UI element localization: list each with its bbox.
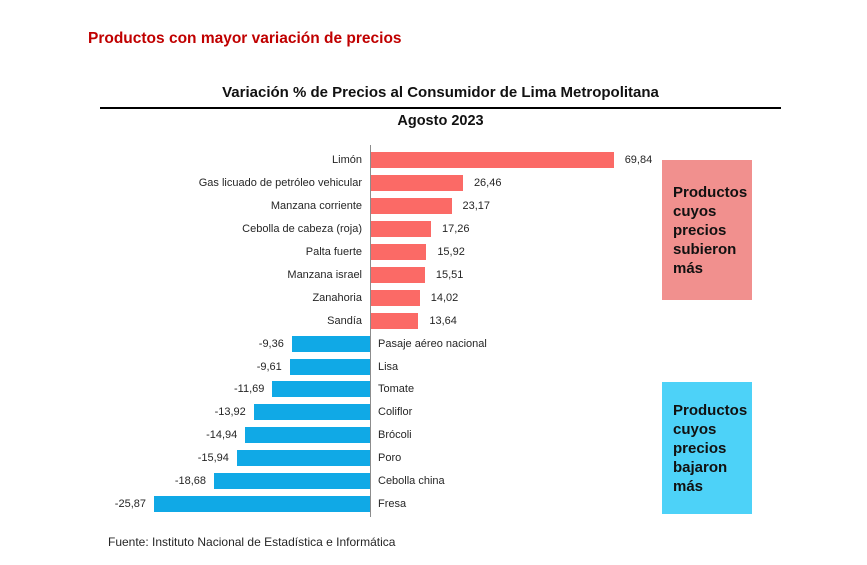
value-label: -9,36 [258, 337, 284, 350]
source-note: Fuente: Instituto Nacional de Estadístic… [108, 535, 396, 549]
chart-bar-row: Cebolla de cabeza (roja) 17,26 [0, 218, 867, 241]
chart-bar-row: Zanahoria 14,02 [0, 286, 867, 309]
chart-bar-row: Fresa -25,87 [0, 493, 867, 516]
chart-title: Variación % de Precios al Consumidor de … [222, 84, 659, 101]
report-heading: Productos con mayor variación de precios [88, 30, 402, 47]
bar-positive [371, 221, 431, 238]
category-label: Manzana israel [287, 268, 362, 281]
value-label: 17,26 [441, 223, 470, 236]
value-label: -9,61 [256, 360, 282, 373]
chart-bar-row: Brócoli -14,94 [0, 424, 867, 447]
category-label: Coliflor [378, 406, 413, 419]
value-label: 15,92 [437, 246, 465, 259]
annotation-box-prices-up: Productos cuyos precios subieron más [662, 160, 752, 300]
value-label: 15,51 [435, 268, 464, 281]
bar-positive [371, 152, 614, 169]
chart-bar-row: Palta fuerte 15,92 [0, 241, 867, 264]
value-label: 23,17 [462, 200, 491, 213]
value-label: -25,87 [114, 497, 146, 510]
category-label: Limón [332, 154, 362, 167]
bar-negative [153, 495, 370, 512]
chart-bar-row: Gas licuado de petróleo vehicular 26,46 [0, 172, 867, 195]
bar-positive [371, 289, 420, 306]
value-label: 13,64 [429, 314, 457, 327]
category-label: Sandía [327, 314, 362, 327]
chart-bar-row: Tomate -11,69 [0, 378, 867, 401]
bar-negative [291, 335, 370, 352]
category-label: Lisa [378, 360, 399, 373]
value-label: -11,69 [234, 383, 265, 396]
category-label: Manzana corriente [270, 200, 362, 213]
bar-positive [371, 175, 463, 192]
bar-negative [253, 404, 370, 421]
annotation-text-prices-down: Productos cuyos precios bajaron más [673, 401, 748, 495]
category-label: Cebolla china [378, 475, 445, 488]
value-label: 69,84 [624, 154, 653, 167]
chart-bar-row: Manzana israel 15,51 [0, 264, 867, 287]
zero-axis-line [370, 145, 371, 517]
category-label: Pasaje aéreo nacional [378, 337, 487, 350]
bar-negative [214, 473, 370, 490]
value-label: -15,94 [197, 452, 229, 465]
value-label: 14,02 [430, 291, 459, 304]
category-label: Fresa [378, 497, 407, 510]
value-label: -18,68 [174, 475, 207, 488]
bar-negative [272, 381, 370, 398]
chart-bar-row: Sandía 13,64 [0, 309, 867, 332]
chart-subtitle: Agosto 2023 [397, 113, 484, 129]
category-label: Zanahoria [312, 291, 362, 304]
bar-negative [289, 358, 370, 375]
category-label: Palta fuerte [305, 246, 362, 259]
value-label: -13,92 [214, 406, 246, 419]
bar-positive [371, 244, 427, 261]
category-label: Poro [378, 452, 402, 465]
category-label: Brócoli [378, 429, 412, 442]
category-label: Cebolla de cabeza (roja) [242, 223, 362, 236]
annotation-text-prices-up: Productos cuyos precios subieron más [673, 183, 748, 277]
chart-bar-row: Limón 69,84 [0, 149, 867, 172]
category-label: Gas licuado de petróleo vehicular [198, 177, 362, 190]
chart-bar-row: Pasaje aéreo nacional -9,36 [0, 332, 867, 355]
chart-bar-row: Coliflor -13,92 [0, 401, 867, 424]
category-label: Tomate [378, 383, 415, 396]
bar-positive [371, 266, 425, 283]
annotation-box-prices-down: Productos cuyos precios bajaron más [662, 382, 752, 514]
bar-positive [371, 312, 419, 329]
chart-bar-row: Lisa -9,61 [0, 355, 867, 378]
chart-bar-row: Cebolla china -18,68 [0, 470, 867, 493]
value-label: 26,46 [473, 177, 502, 190]
value-label: -14,94 [206, 429, 238, 442]
chart-bar-row: Manzana corriente 23,17 [0, 195, 867, 218]
chart-bar-row: Poro -15,94 [0, 447, 867, 470]
bar-negative [245, 427, 370, 444]
title-divider-line [100, 107, 781, 109]
bar-negative [236, 450, 370, 467]
bar-positive [371, 198, 452, 215]
